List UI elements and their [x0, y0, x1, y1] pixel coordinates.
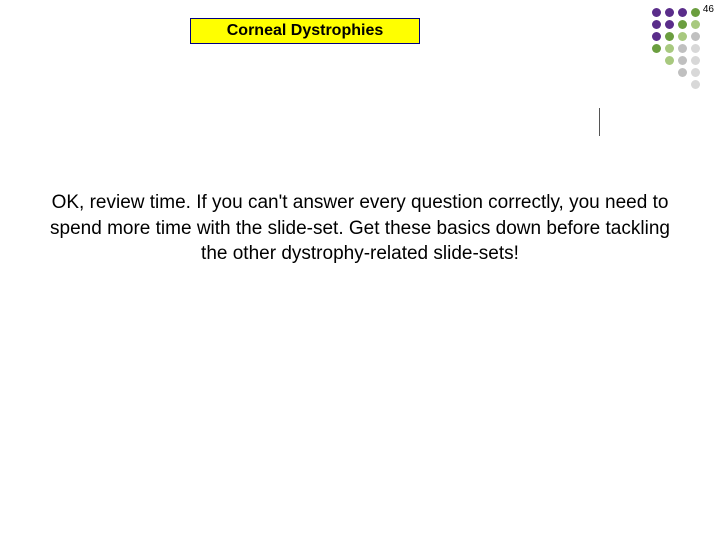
dot-icon: [691, 56, 700, 65]
dot-icon: [678, 8, 687, 17]
slide: 46 Corneal Dystrophies OK, review time. …: [0, 0, 720, 540]
dot-icon: [691, 32, 700, 41]
dot-icon: [691, 80, 700, 89]
dot-grid-decoration: [604, 8, 700, 92]
dot-row: [604, 68, 700, 77]
dot-row: [604, 8, 700, 17]
slide-title: Corneal Dystrophies: [227, 22, 383, 40]
vertical-divider: [599, 108, 600, 136]
dot-row: [604, 32, 700, 41]
page-number: 46: [703, 4, 714, 15]
dot-icon: [652, 8, 661, 17]
dot-icon: [678, 56, 687, 65]
dot-icon: [691, 44, 700, 53]
dot-icon: [652, 20, 661, 29]
dot-icon: [665, 8, 674, 17]
dot-icon: [665, 44, 674, 53]
dot-icon: [691, 20, 700, 29]
body-text: OK, review time. If you can't answer eve…: [36, 190, 684, 267]
dot-icon: [678, 20, 687, 29]
dot-icon: [665, 56, 674, 65]
dot-icon: [652, 44, 661, 53]
dot-row: [604, 44, 700, 53]
dot-icon: [691, 8, 700, 17]
dot-icon: [678, 68, 687, 77]
dot-icon: [652, 32, 661, 41]
dot-icon: [678, 32, 687, 41]
dot-icon: [678, 44, 687, 53]
dot-row: [604, 20, 700, 29]
dot-icon: [665, 32, 674, 41]
slide-title-box: Corneal Dystrophies: [190, 18, 420, 44]
dot-row: [604, 56, 700, 65]
dot-icon: [665, 20, 674, 29]
dot-row: [604, 80, 700, 89]
dot-icon: [691, 68, 700, 77]
